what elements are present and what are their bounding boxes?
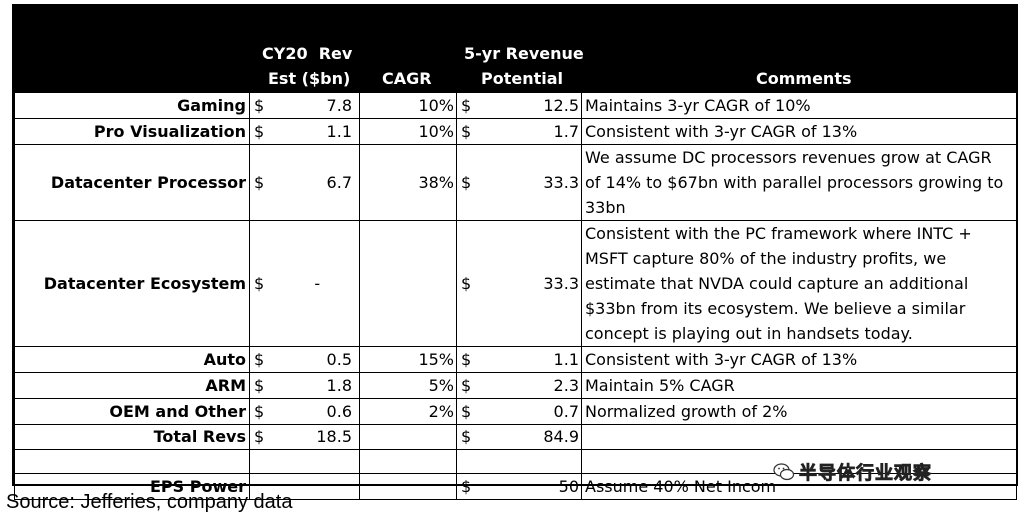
potential-value: 84.9: [476, 424, 582, 450]
row-label: Auto: [14, 346, 250, 373]
potential-currency: $: [456, 424, 477, 450]
revenue-table-frame: CY20 Rev Est ($bn) CAGR 5-yr Revenue Pot…: [12, 4, 1018, 500]
wechat-icon: [773, 463, 795, 481]
potential-value: 2.3: [476, 372, 582, 399]
potential-value: 12.5: [476, 92, 582, 119]
source-note: Source: Jefferies, company data: [6, 491, 293, 513]
rev-currency: [249, 473, 272, 500]
cagr-value: [359, 220, 457, 347]
comment-cell: Consistent with 3-yr CAGR of 13%: [581, 118, 1017, 145]
comment-cell: Assume 40% Net Incom: [581, 473, 1017, 500]
potential-value: 0.7: [476, 398, 582, 425]
cagr-value: 15%: [359, 346, 457, 373]
cagr-value: 2%: [359, 398, 457, 425]
table-row: Pro Visualization $ 1.1 10% $ 1.7 Consis…: [14, 118, 1017, 145]
potential-currency: [456, 449, 477, 474]
comment-cell: We assume DC processors revenues grow at…: [581, 144, 1017, 221]
comment-cell: [581, 424, 1017, 450]
row-label: ARM: [14, 372, 250, 399]
header-comments: Comments: [756, 69, 852, 88]
cagr-value: [359, 424, 457, 450]
row-label: Datacenter Processor: [14, 144, 250, 221]
header-rev-line2: Est ($bn): [268, 69, 351, 88]
rev-currency: $: [249, 424, 272, 450]
watermark: 半导体行业观察: [772, 458, 932, 486]
potential-value: 33.3: [476, 220, 582, 347]
table-row: Auto $ 0.5 15% $ 1.1 Consistent with 3-y…: [14, 346, 1017, 373]
row-label: [14, 449, 250, 474]
rev-value: 0.6: [271, 398, 360, 425]
rev-currency: $: [249, 346, 272, 373]
rev-value: -: [271, 220, 360, 347]
row-label: EPS Power: [14, 473, 250, 500]
table-row: ARM $ 1.8 5% $ 2.3 Maintain 5% CAGR: [14, 372, 1017, 399]
rev-currency: $: [249, 118, 272, 145]
header-potential-line2: Potential: [481, 69, 564, 88]
comment-cell: Normalized growth of 2%: [581, 398, 1017, 425]
row-label: Pro Visualization: [14, 118, 250, 145]
row-label: Gaming: [14, 92, 250, 119]
comment-cell: Consistent with the PC framework where I…: [581, 220, 1017, 347]
table-row: OEM and Other $ 0.6 2% $ 0.7 Normalized …: [14, 398, 1017, 425]
rev-value: 1.8: [271, 372, 360, 399]
potential-currency: $: [456, 220, 477, 347]
potential-currency: $: [456, 144, 477, 221]
rev-value: 6.7: [271, 144, 360, 221]
potential-currency: $: [456, 118, 477, 145]
comment-cell: Consistent with 3-yr CAGR of 13%: [581, 346, 1017, 373]
cagr-value: [359, 449, 457, 474]
cagr-value: 38%: [359, 144, 457, 221]
comment-cell: Maintain 5% CAGR: [581, 372, 1017, 399]
rev-value: 1.1: [271, 118, 360, 145]
potential-currency: $: [456, 372, 477, 399]
potential-value: [476, 449, 582, 474]
potential-value: 50: [476, 473, 582, 500]
potential-value: 1.7: [476, 118, 582, 145]
rev-currency: $: [249, 144, 272, 221]
rev-currency: $: [249, 372, 272, 399]
table-row: Datacenter Processor $ 6.7 38% $ 33.3 We…: [14, 144, 1017, 221]
table-row: Datacenter Ecosystem $ - $ 33.3 Consiste…: [14, 220, 1017, 347]
potential-currency: $: [456, 473, 477, 500]
header-potential-line1: 5-yr Revenue: [464, 44, 584, 63]
revenue-table: Gaming $ 7.8 10% $ 12.5 Maintains 3-yr C…: [14, 92, 1017, 500]
potential-value: 33.3: [476, 144, 582, 221]
header-cagr: CAGR: [382, 69, 432, 88]
table-row: Gaming $ 7.8 10% $ 12.5 Maintains 3-yr C…: [14, 92, 1017, 119]
rev-value: 7.8: [271, 92, 360, 119]
cagr-value: 5%: [359, 372, 457, 399]
table-header: CY20 Rev Est ($bn) CAGR 5-yr Revenue Pot…: [14, 6, 1016, 92]
watermark-text: 半导体行业观察: [799, 463, 932, 485]
comment-cell: Maintains 3-yr CAGR of 10%: [581, 92, 1017, 119]
row-label: Total Revs: [14, 424, 250, 450]
rev-value: [271, 473, 360, 500]
potential-currency: $: [456, 92, 477, 119]
rev-currency: $: [249, 220, 272, 347]
header-rev-line1: CY20 Rev: [262, 44, 353, 63]
table-row: EPS Power $ 50 Assume 40% Net Incom: [14, 473, 1017, 500]
potential-currency: $: [456, 398, 477, 425]
rev-currency: $: [249, 92, 272, 119]
rev-value: 18.5: [271, 424, 360, 450]
rev-value: [271, 449, 360, 474]
rev-value: 0.5: [271, 346, 360, 373]
cagr-value: 10%: [359, 118, 457, 145]
row-label: Datacenter Ecosystem: [14, 220, 250, 347]
row-label: OEM and Other: [14, 398, 250, 425]
rev-currency: [249, 449, 272, 474]
cagr-value: [359, 473, 457, 500]
rev-currency: $: [249, 398, 272, 425]
cagr-value: 10%: [359, 92, 457, 119]
potential-currency: $: [456, 346, 477, 373]
potential-value: 1.1: [476, 346, 582, 373]
table-row: Total Revs $ 18.5 $ 84.9: [14, 424, 1017, 450]
